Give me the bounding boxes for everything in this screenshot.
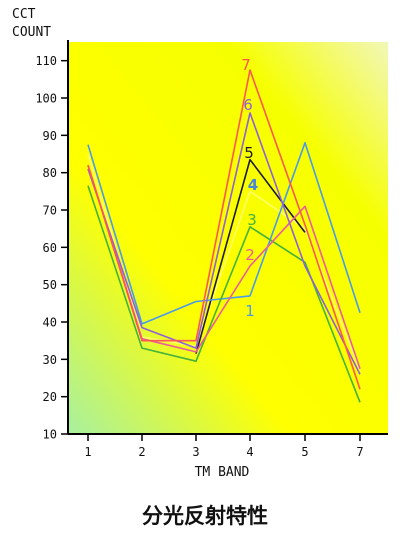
y-tick-label-60: 60	[43, 241, 57, 255]
figure-caption: 分光反射特性	[142, 504, 268, 528]
y-axis-label-line2: COUNT	[12, 25, 51, 40]
x-tick-label-1: 1	[84, 445, 91, 459]
y-tick-label-70: 70	[43, 204, 57, 218]
series-label-3: 3	[247, 211, 257, 229]
x-tick-label-7: 7	[356, 445, 363, 459]
x-tick-label-2: 2	[138, 445, 145, 459]
y-tick-label-90: 90	[43, 129, 57, 143]
y-tick-label-100: 100	[35, 92, 57, 106]
y-tick-label-20: 20	[43, 390, 57, 404]
series-label-5: 5	[244, 144, 254, 162]
series-label-7: 7	[241, 56, 251, 74]
series-label-6: 6	[243, 96, 253, 114]
x-axis-label: TM BAND	[195, 465, 250, 480]
series-line-1	[87, 142, 361, 325]
series-line-6	[87, 112, 361, 375]
x-tick-label-3: 3	[192, 445, 199, 459]
y-tick-label-80: 80	[43, 166, 57, 180]
y-axis-label-line1: CCT	[12, 7, 36, 22]
x-tick-label-5: 5	[301, 445, 308, 459]
y-tick-label-110: 110	[35, 54, 57, 68]
y-tick-label-10: 10	[43, 428, 57, 442]
series-label-4: 4	[248, 176, 258, 194]
series-line-7	[87, 69, 361, 390]
x-tick-label-4: 4	[246, 445, 253, 459]
series-label-2: 2	[245, 246, 255, 264]
series-line-5	[195, 158, 306, 354]
series-label-1: 1	[245, 302, 255, 320]
y-tick-label-50: 50	[43, 278, 57, 292]
y-tick-label-40: 40	[43, 316, 57, 330]
y-tick-label-30: 30	[43, 353, 57, 367]
